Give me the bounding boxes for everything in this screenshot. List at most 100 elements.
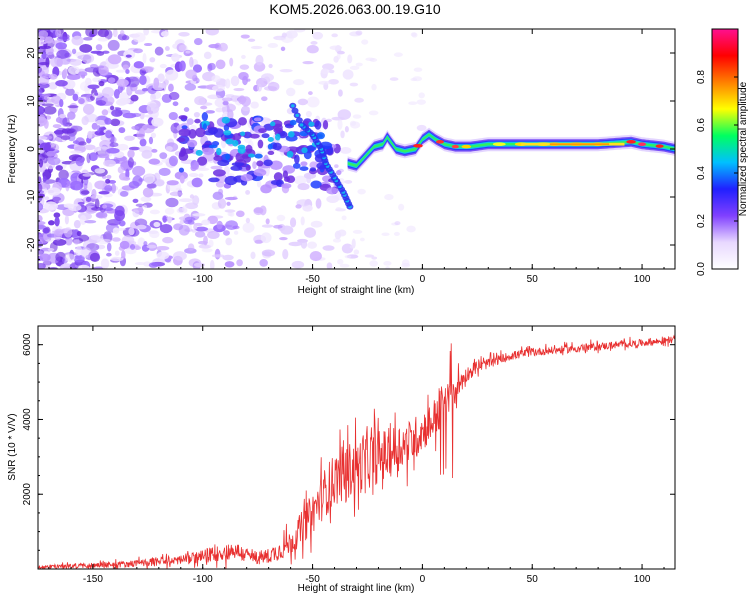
spectrogram-blob — [117, 166, 125, 174]
spectrogram-blob — [229, 57, 234, 67]
spectrogram-blob — [70, 125, 83, 132]
spectrogram-blob — [260, 232, 272, 244]
spectrogram-blob — [119, 190, 129, 197]
spectrogram-blob — [193, 224, 198, 230]
spectrogram-blob — [201, 111, 209, 122]
spectrogram-blob — [43, 119, 49, 129]
spectrogram-blob — [331, 33, 338, 38]
spectrogram-blob — [172, 251, 187, 261]
spectrogram-blob — [38, 158, 44, 168]
spectrogram-blob — [318, 80, 331, 85]
colorbar-tick-label: 0.6 — [696, 118, 707, 132]
spectrogram-blob — [217, 198, 227, 209]
spectrogram-blob — [104, 185, 113, 192]
spectrogram-blob — [309, 250, 322, 262]
spectrogram-blob — [78, 98, 85, 105]
colorbar: 0.0 0.2 0.4 0.6 0.8 Normalized spectral ampl… — [696, 28, 749, 276]
spectrogram-blob — [172, 101, 179, 107]
spectrogram-blob — [240, 174, 253, 182]
spectrogram-blob — [38, 136, 48, 140]
spectrogram-blob — [69, 59, 82, 66]
spectrogram-blob — [121, 35, 130, 41]
spectrogram-blob — [320, 68, 330, 75]
snr-y-tick-label: 4000 — [22, 408, 33, 431]
spectrogram-blob — [289, 217, 297, 228]
spectrogram-blob — [102, 204, 107, 209]
spectrogram-blob — [209, 259, 215, 269]
spectrogram-x-tick-label: -150 — [83, 274, 103, 285]
spectrogram-blob — [223, 130, 232, 136]
spectrogram-blob — [393, 52, 403, 57]
spectrogram-blob — [364, 254, 375, 258]
spectrogram-blob — [213, 155, 223, 161]
spectrogram-blob — [341, 215, 347, 221]
spectrogram-blob — [357, 188, 366, 195]
spectrogram-blob — [406, 225, 416, 233]
spectrogram-blob — [64, 52, 71, 58]
spectrogram-blob — [71, 35, 84, 46]
spectrogram-blob — [254, 153, 263, 159]
spectrogram-blob — [59, 113, 67, 119]
spectrogram-y-ticks: -20 -10 0 10 20 — [26, 28, 675, 270]
spectrogram-blob — [309, 167, 317, 172]
snr-x-tick-label: -150 — [83, 574, 103, 585]
spectrogram-blob — [88, 152, 98, 162]
spectrogram-blob — [300, 161, 308, 167]
spectrogram-blob — [156, 251, 170, 260]
spectrogram-blob — [291, 107, 299, 114]
spectrogram-blob — [128, 146, 141, 151]
spectrogram-blob — [154, 46, 164, 56]
spectrogram-image — [38, 29, 675, 269]
spectrogram-blob — [192, 213, 206, 217]
spectrogram-blob — [181, 125, 188, 130]
spectrogram-blob — [411, 32, 418, 38]
spectrogram-blob — [155, 245, 170, 251]
spectrogram-blob — [260, 73, 275, 82]
spectrogram-blob — [189, 194, 195, 199]
spectrogram-blob — [267, 150, 275, 155]
spectrogram-blob — [159, 223, 173, 234]
spectrogram-blob — [208, 43, 221, 49]
spectrogram-blob — [193, 37, 203, 46]
spectrogram-blob — [43, 201, 58, 211]
spectrogram-blob — [84, 67, 99, 73]
spectrogram-blob — [38, 62, 50, 66]
spectrogram-blob — [339, 263, 350, 268]
spectrogram-blob — [55, 165, 63, 171]
spectrogram-blob — [85, 196, 92, 203]
spectrogram-blob — [59, 99, 64, 108]
spectrogram-blob — [38, 202, 44, 212]
spectrogram-blob — [235, 152, 245, 162]
spectrogram-blob — [239, 64, 250, 70]
spectrogram-blob — [130, 94, 139, 102]
spectrogram-blob — [193, 112, 200, 118]
spectrogram-blob — [349, 120, 357, 126]
spectrogram-blob — [184, 216, 196, 222]
spectrogram-blob — [190, 164, 197, 172]
spectrogram-blob — [73, 239, 80, 245]
spectrogram-blob — [276, 214, 286, 222]
spectrogram-blob — [258, 128, 267, 134]
spectrogram-blob — [250, 45, 263, 50]
spectrogram-blob — [261, 224, 274, 228]
spectrogram-blob — [47, 187, 61, 196]
spectrogram-blob — [221, 116, 230, 124]
spectrogram-blob — [55, 29, 62, 38]
spectrogram-blob — [205, 110, 216, 114]
spectrogram-blob — [291, 104, 295, 108]
spectrogram-blob — [295, 113, 299, 117]
spectrogram-blob — [139, 138, 147, 147]
spectrogram-blob — [218, 42, 228, 52]
spectrogram-blob — [227, 109, 234, 120]
spectrogram-blob — [300, 239, 308, 249]
snr-panel: -150 -100 -50 0 50 100 2000 4000 6000 Height of… — [7, 325, 676, 594]
spectrogram-blob — [225, 237, 233, 246]
spectrogram-blob — [128, 227, 135, 236]
spectrogram-blob — [157, 73, 165, 82]
spectrogram-blob — [355, 62, 363, 67]
spectrogram-blob — [383, 261, 392, 266]
spectrogram-blob — [222, 254, 234, 261]
snr-series-line — [38, 334, 675, 569]
spectrogram-blob — [194, 118, 201, 124]
spectrogram-blob — [79, 43, 93, 53]
